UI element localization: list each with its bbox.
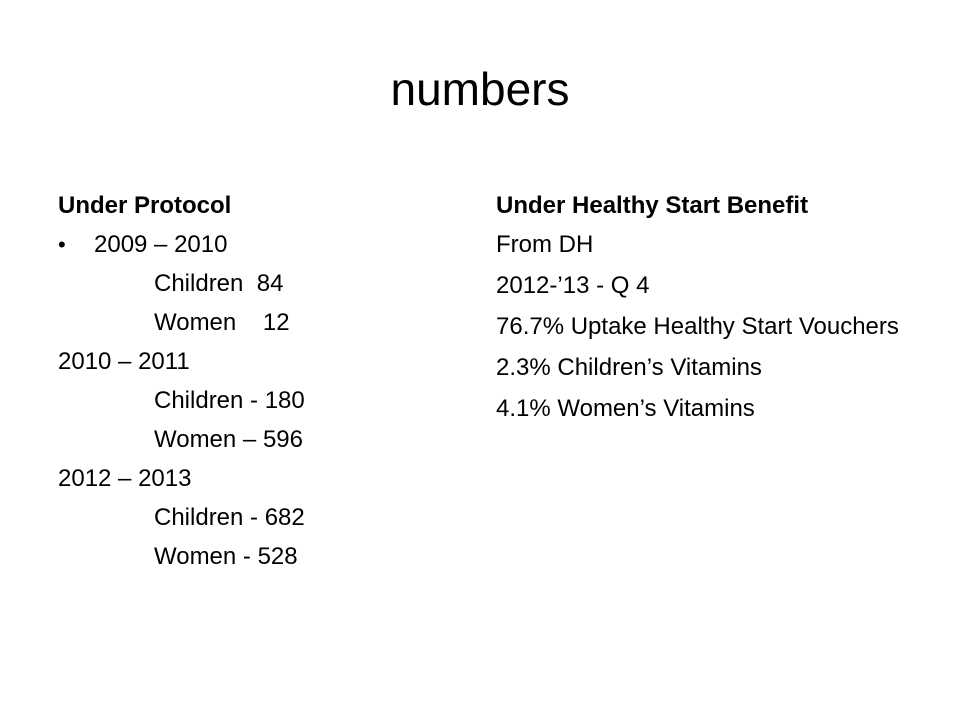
list-item: Women - 528: [154, 543, 298, 570]
list-item: 76.7% Uptake Healthy Start Vouchers: [496, 313, 899, 340]
left-heading: Under Protocol: [58, 192, 232, 219]
list-item: 2.3% Children’s Vitamins: [496, 354, 762, 381]
list-item: From DH: [496, 231, 594, 258]
list-item: Women 12: [154, 309, 290, 336]
list-item: Children - 180: [154, 387, 305, 414]
list-item: Children - 682: [154, 504, 305, 531]
list-item: 4.1% Women’s Vitamins: [496, 395, 755, 422]
list-item: 2009 – 2010: [58, 230, 478, 259]
list-item: 2010 – 2011: [58, 348, 190, 375]
left-column: Under Protocol 2009 – 2010 Children 84 W…: [58, 190, 478, 581]
list-item: 2012-’13 - Q 4: [496, 272, 650, 299]
list-item: Women – 596: [154, 426, 303, 453]
right-column: Under Healthy Start Benefit From DH 2012…: [496, 190, 916, 435]
slide-title: numbers: [390, 63, 570, 115]
list-item: Children 84: [154, 270, 284, 297]
list-item: 2012 – 2013: [58, 465, 192, 492]
right-heading: Under Healthy Start Benefit: [496, 192, 809, 219]
